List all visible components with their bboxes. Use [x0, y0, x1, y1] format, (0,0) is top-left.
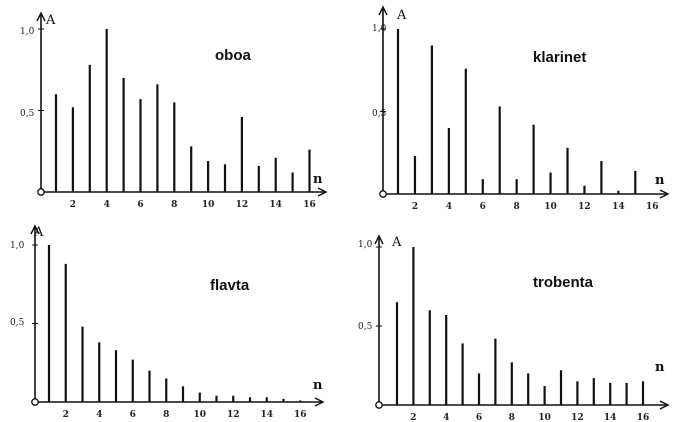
x-tick-label-2: 2 — [70, 200, 76, 210]
x-tick-label-14: 14 — [260, 410, 273, 420]
y-tick-label-0: 0,5 — [10, 318, 25, 328]
chart-klarinet: klarinet A n 0,5 1,0 2 4 6 8 10 12 14 16 — [372, 5, 670, 212]
y-tick-label-1: 1,0 — [372, 24, 387, 34]
x-tick-label-8: 8 — [514, 202, 520, 212]
x-tick-label-6: 6 — [137, 200, 143, 210]
x-tick-label-4: 4 — [104, 200, 110, 210]
y-tick-label-1: 1,0 — [358, 240, 373, 250]
y-axis-arrow — [374, 234, 384, 245]
y-axis-label: A — [45, 13, 56, 28]
y-tick-label-1: 1,0 — [10, 241, 25, 251]
chart-title: trobenta — [533, 274, 594, 291]
x-tick-label-2: 2 — [412, 202, 418, 212]
origin-marker — [37, 188, 45, 196]
x-tick-label-4: 4 — [446, 202, 452, 212]
x-tick-label-12: 12 — [571, 413, 584, 422]
chart-title: flavta — [210, 277, 250, 294]
x-tick-label-4: 4 — [96, 410, 102, 420]
x-tick-label-10: 10 — [544, 202, 557, 212]
x-axis-label: n — [313, 172, 323, 187]
x-tick-label-16: 16 — [294, 410, 307, 420]
x-axis-arrow — [314, 397, 325, 407]
y-axis-arrow — [30, 224, 40, 235]
x-axis-label: n — [655, 360, 665, 375]
chart-title: oboa — [215, 47, 251, 64]
x-axis-label: n — [655, 173, 665, 188]
x-tick-label-8: 8 — [163, 410, 169, 420]
x-tick-label-6: 6 — [480, 202, 486, 212]
origin-marker — [31, 398, 39, 406]
x-tick-label-12: 12 — [578, 202, 591, 212]
x-tick-label-14: 14 — [612, 202, 625, 212]
x-tick-label-4: 4 — [443, 413, 449, 422]
origin-marker — [379, 190, 387, 198]
x-tick-label-16: 16 — [646, 202, 659, 212]
x-tick-label-16: 16 — [303, 200, 316, 210]
y-tick-label-1: 1,0 — [20, 27, 35, 37]
x-axis-label: n — [313, 378, 323, 393]
chart-trobenta: trobenta A n 0,5 1,0 2 4 6 8 10 12 14 16 — [358, 234, 670, 422]
x-tick-label-2: 2 — [63, 410, 69, 420]
x-axis-arrow — [317, 187, 328, 197]
x-tick-label-10: 10 — [538, 413, 551, 422]
y-tick-label-0: 0,5 — [372, 109, 387, 119]
origin-marker — [375, 401, 383, 409]
y-tick-label-0: 0,5 — [20, 109, 35, 119]
x-tick-label-2: 2 — [410, 413, 416, 422]
x-axis-arrow — [659, 189, 670, 199]
y-axis-arrow — [378, 5, 388, 16]
chart-title: klarinet — [533, 49, 586, 66]
x-tick-label-12: 12 — [236, 200, 249, 210]
x-tick-label-8: 8 — [171, 200, 177, 210]
x-axis-arrow — [659, 400, 670, 410]
x-tick-label-10: 10 — [202, 200, 215, 210]
x-tick-label-6: 6 — [476, 413, 482, 422]
x-tick-label-6: 6 — [130, 410, 136, 420]
x-tick-label-10: 10 — [193, 410, 206, 420]
x-tick-label-14: 14 — [269, 200, 282, 210]
chart-oboa: oboa A n 0,5 1,0 2 4 6 8 10 12 14 16 — [20, 11, 328, 210]
y-tick-label-0: 0,5 — [358, 322, 373, 332]
chart-flavta: flavta A n 0,5 1,0 2 4 6 8 10 12 14 16 — [10, 224, 325, 420]
x-tick-label-16: 16 — [637, 413, 650, 422]
y-axis-arrow — [36, 11, 46, 22]
x-tick-label-8: 8 — [509, 413, 515, 422]
y-axis-label: A — [391, 235, 402, 250]
y-axis-label: A — [396, 8, 407, 23]
x-tick-label-12: 12 — [227, 410, 240, 420]
x-tick-label-14: 14 — [604, 413, 617, 422]
